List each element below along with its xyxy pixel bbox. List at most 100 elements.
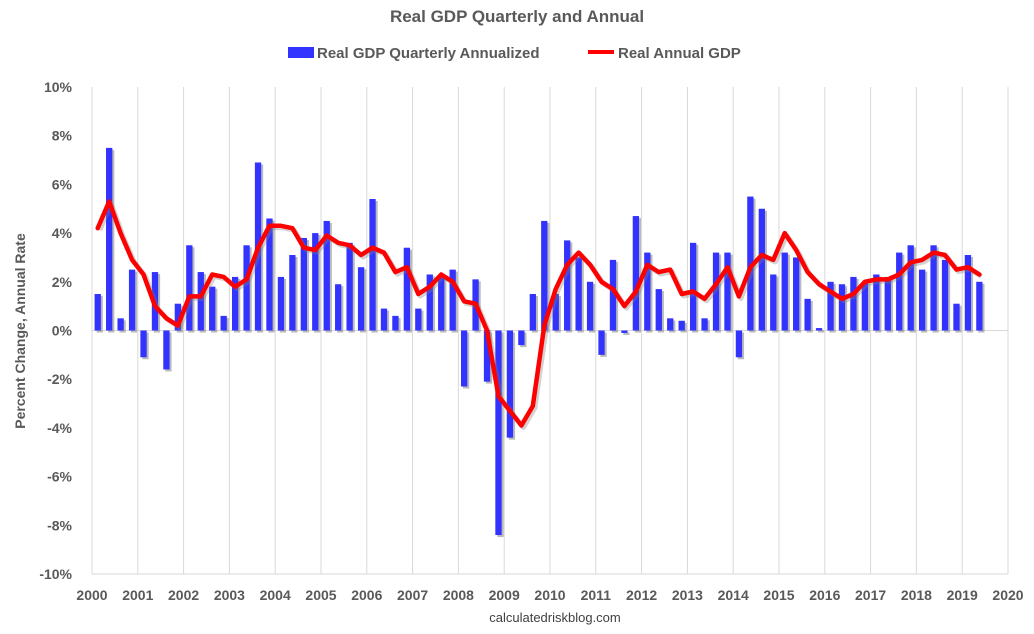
bar-2004Q2 <box>289 255 296 331</box>
bar-2017Q2 <box>884 276 891 331</box>
bar-2000Q4 <box>128 269 136 331</box>
bar-2004Q3 <box>300 237 307 331</box>
bar-2014Q4 <box>770 274 777 331</box>
x-tick-label: 2012 <box>626 587 657 603</box>
bar-2009Q3 <box>529 293 536 331</box>
x-tick-label: 2007 <box>397 587 428 603</box>
x-tick-label: 2014 <box>718 587 749 603</box>
bar-2008Q4 <box>495 330 502 536</box>
bar-2019Q2 <box>976 281 983 331</box>
bar-2006Q3 <box>392 315 399 331</box>
bar-2011Q4 <box>632 216 640 331</box>
x-tick-label: 2009 <box>489 587 520 603</box>
bar-2002Q2 <box>197 272 204 331</box>
x-tick-label: 2005 <box>305 587 336 603</box>
x-tick-label: 2004 <box>260 587 291 603</box>
bar-2003Q2 <box>243 245 250 331</box>
bar-2005Q1 <box>323 220 330 331</box>
bar-2003Q1 <box>231 276 239 331</box>
legend: Real GDP Quarterly Annualized Real Annua… <box>288 45 741 62</box>
y-tick-label: 0% <box>52 323 73 339</box>
bar-2007Q3 <box>438 276 445 331</box>
bar-2009Q1 <box>506 330 514 438</box>
bar-2001Q4 <box>174 303 182 331</box>
legend-label-quarterly: Real GDP Quarterly Annualized <box>317 45 540 62</box>
bar-2016Q1 <box>827 281 834 331</box>
x-axis: 2000 2001 2002 2003 2004 2005 2006 2007 2008 2009… <box>76 587 1023 603</box>
x-tick-label: 2006 <box>351 587 382 603</box>
bar-2010Q3 <box>575 257 582 331</box>
x-tick-label: 2020 <box>992 587 1023 603</box>
bar-2001Q3 <box>163 330 170 370</box>
bar-2001Q1 <box>140 330 147 358</box>
bar-2014Q2 <box>747 196 754 331</box>
bar-2011Q3 <box>621 330 628 333</box>
source-credit: calculatedriskblog.com <box>489 610 621 625</box>
x-tick-label: 2011 <box>581 587 612 603</box>
bar-2000Q3 <box>117 318 124 331</box>
bar-2015Q1 <box>781 252 788 331</box>
bar-2006Q4 <box>403 247 411 331</box>
bar-2016Q4 <box>861 281 869 331</box>
bar-2018Q3 <box>941 259 949 331</box>
bar-2007Q1 <box>415 308 422 331</box>
bar-2006Q1 <box>369 199 376 331</box>
bar-2010Q4 <box>586 281 594 331</box>
bar-2005Q3 <box>346 242 353 331</box>
bar-2000Q1 <box>94 293 101 331</box>
bar-2009Q2 <box>518 330 525 346</box>
bar-2018Q2 <box>930 245 937 331</box>
chart-title: Real GDP Quarterly and Annual <box>390 7 644 26</box>
bar-2002Q4 <box>220 315 227 331</box>
bar-2004Q1 <box>277 276 285 331</box>
bar-2004Q4 <box>312 233 319 331</box>
x-tick-label: 2001 <box>122 587 153 603</box>
bar-2002Q1 <box>186 245 193 331</box>
y-tick-label: -4% <box>47 420 72 436</box>
bar-shadow <box>623 332 630 335</box>
y-tick-label: 4% <box>52 225 73 241</box>
bar-2012Q1 <box>644 252 651 331</box>
bar-2013Q4 <box>724 252 731 331</box>
bar-2013Q3 <box>712 252 720 331</box>
bar-2012Q3 <box>667 318 674 331</box>
line-series <box>95 199 983 430</box>
bar-2018Q4 <box>953 303 960 331</box>
x-tick-label: 2000 <box>76 587 107 603</box>
x-tick-label: 2003 <box>214 587 245 603</box>
bar-series <box>94 147 985 538</box>
bar-2017Q4 <box>907 245 914 331</box>
x-tick-label: 2002 <box>168 587 199 603</box>
bar-2012Q4 <box>678 320 685 331</box>
bar-2008Q1 <box>460 330 468 387</box>
x-tick-label: 2015 <box>763 587 794 603</box>
bar-2005Q2 <box>335 284 342 331</box>
bar-2013Q1 <box>689 242 697 331</box>
bar-2019Q1 <box>964 255 972 331</box>
bar-2015Q4 <box>815 328 823 331</box>
bar-2010Q2 <box>564 240 571 331</box>
bar-2002Q3 <box>209 286 216 331</box>
bar-shadow <box>817 330 825 333</box>
bar-2009Q4 <box>541 220 548 331</box>
y-tick-label: 2% <box>52 274 73 290</box>
bar-2017Q1 <box>873 274 880 331</box>
bar-2008Q3 <box>483 330 491 382</box>
bar-2012Q2 <box>655 289 662 331</box>
y-axis-label: Percent Change, Annual Rate <box>12 233 28 429</box>
x-tick-label: 2017 <box>855 587 886 603</box>
bar-2015Q2 <box>793 257 800 331</box>
annual-gdp-line <box>95 199 982 428</box>
bar-2014Q3 <box>758 208 765 331</box>
bar-2007Q2 <box>426 274 433 331</box>
y-tick-label: -10% <box>39 566 72 582</box>
y-tick-label: 10% <box>44 79 73 95</box>
bar-2011Q1 <box>598 330 605 355</box>
y-tick-label: -8% <box>47 517 72 533</box>
bar-2017Q3 <box>896 252 903 331</box>
bar-2005Q4 <box>357 267 365 331</box>
x-tick-label: 2008 <box>443 587 474 603</box>
bar-2016Q3 <box>850 276 857 331</box>
bar-2015Q3 <box>804 298 811 331</box>
